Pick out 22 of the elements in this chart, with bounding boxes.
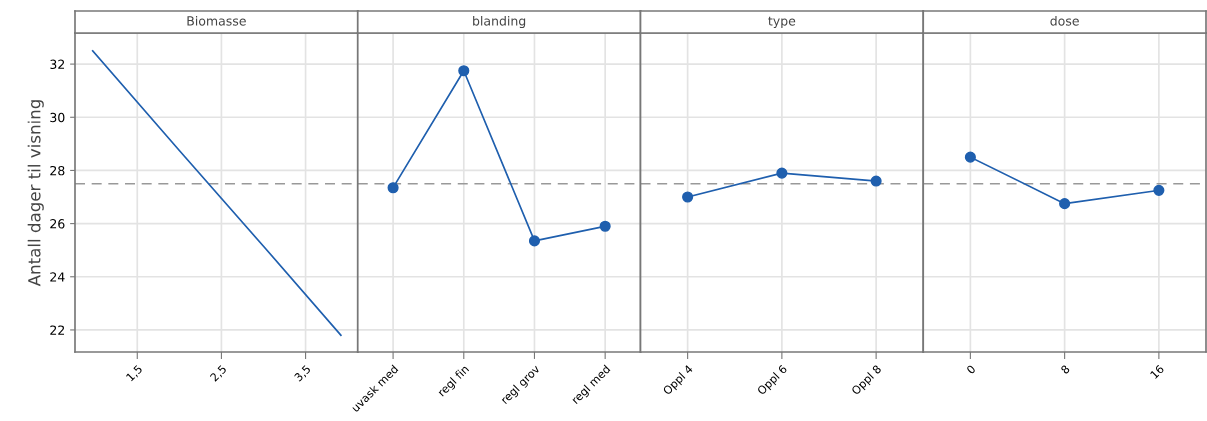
x-tick-label: 3,5 bbox=[293, 364, 312, 383]
y-tick-label: 22 bbox=[50, 325, 65, 335]
y-tick-label: 28 bbox=[50, 165, 65, 176]
y-tick-label: 30 bbox=[50, 112, 65, 123]
x-tick-label: 1,5 bbox=[125, 364, 144, 383]
x-tick-label: 8 bbox=[1060, 364, 1071, 375]
x-tick-label: 16 bbox=[1149, 364, 1165, 380]
chart-title: type bbox=[768, 16, 796, 29]
point bbox=[599, 220, 611, 232]
x-tick-label: 2,5 bbox=[209, 364, 228, 383]
y-axis-title: Antall dager til visning bbox=[27, 100, 44, 287]
point bbox=[528, 235, 541, 247]
y-tick-label: 24 bbox=[50, 272, 65, 282]
chart-title: dose bbox=[1050, 15, 1079, 26]
y-tick-label: 26 bbox=[50, 219, 65, 229]
point bbox=[458, 65, 470, 77]
x-tick-label: 0 bbox=[966, 364, 976, 375]
y-tick-label: 32 bbox=[50, 59, 65, 70]
point bbox=[387, 182, 399, 194]
chart-title: blanding bbox=[473, 15, 526, 29]
line-series bbox=[91, 49, 342, 337]
chart-title: Biomasse bbox=[187, 15, 246, 26]
